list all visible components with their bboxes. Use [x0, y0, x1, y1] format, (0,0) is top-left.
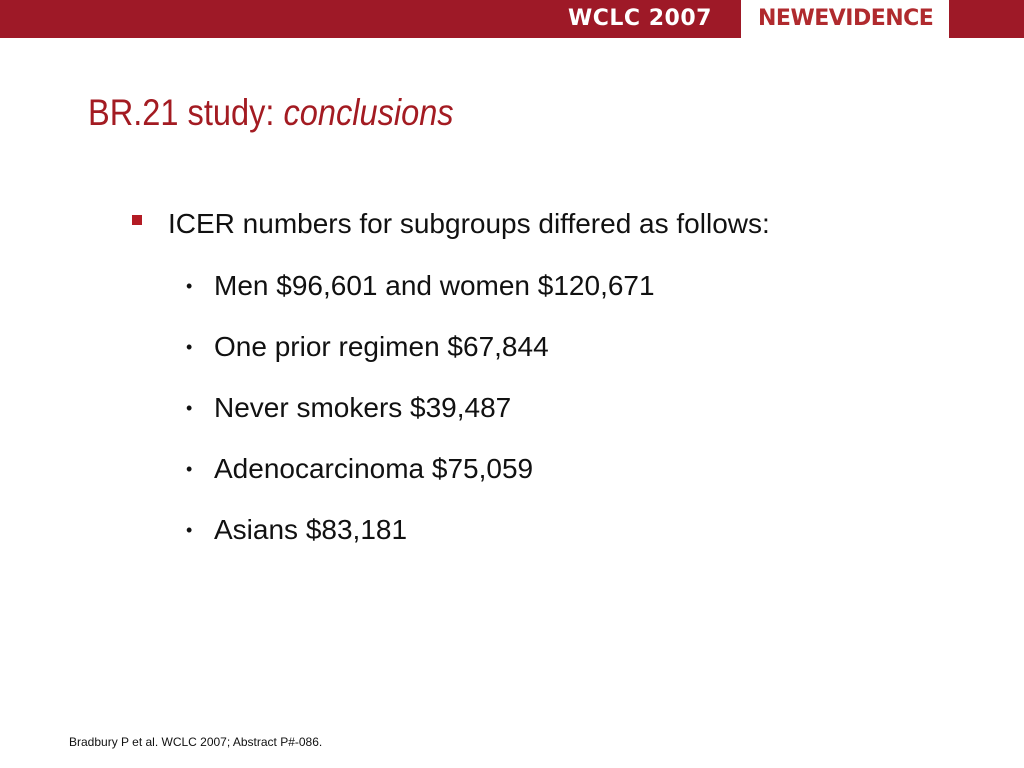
- bullet-dot-icon: •: [186, 337, 193, 357]
- slide-title: BR.21 study: conclusions: [88, 90, 454, 136]
- title-main: BR.21 study:: [88, 92, 284, 133]
- sub-bullet-text: Never smokers $39,487: [214, 392, 512, 423]
- footer-citation: Bradbury P et al. WCLC 2007; Abstract P#…: [69, 735, 323, 749]
- conference-label: WCLC 2007: [568, 6, 712, 31]
- sub-bullet-text: Asians $83,181: [214, 514, 408, 545]
- sub-bullet-text: Men $96,601 and women $120,671: [214, 270, 655, 301]
- bullet-dot-icon: •: [186, 520, 193, 540]
- bullet-dot-icon: •: [186, 459, 193, 479]
- title-emphasis: conclusions: [283, 92, 454, 133]
- square-bullet-icon: [132, 215, 142, 225]
- bullet-dot-icon: •: [186, 398, 193, 418]
- bullet-dot-icon: •: [186, 276, 193, 296]
- logo-container: [741, 0, 949, 38]
- sub-bullet-text: One prior regimen $67,844: [214, 331, 549, 362]
- newevidence-logo: NEWEVIDENCE: [758, 6, 934, 31]
- sub-bullet-text: Adenocarcinoma $75,059: [214, 453, 534, 484]
- main-bullet-text: ICER numbers for subgroups differed as f…: [168, 208, 770, 239]
